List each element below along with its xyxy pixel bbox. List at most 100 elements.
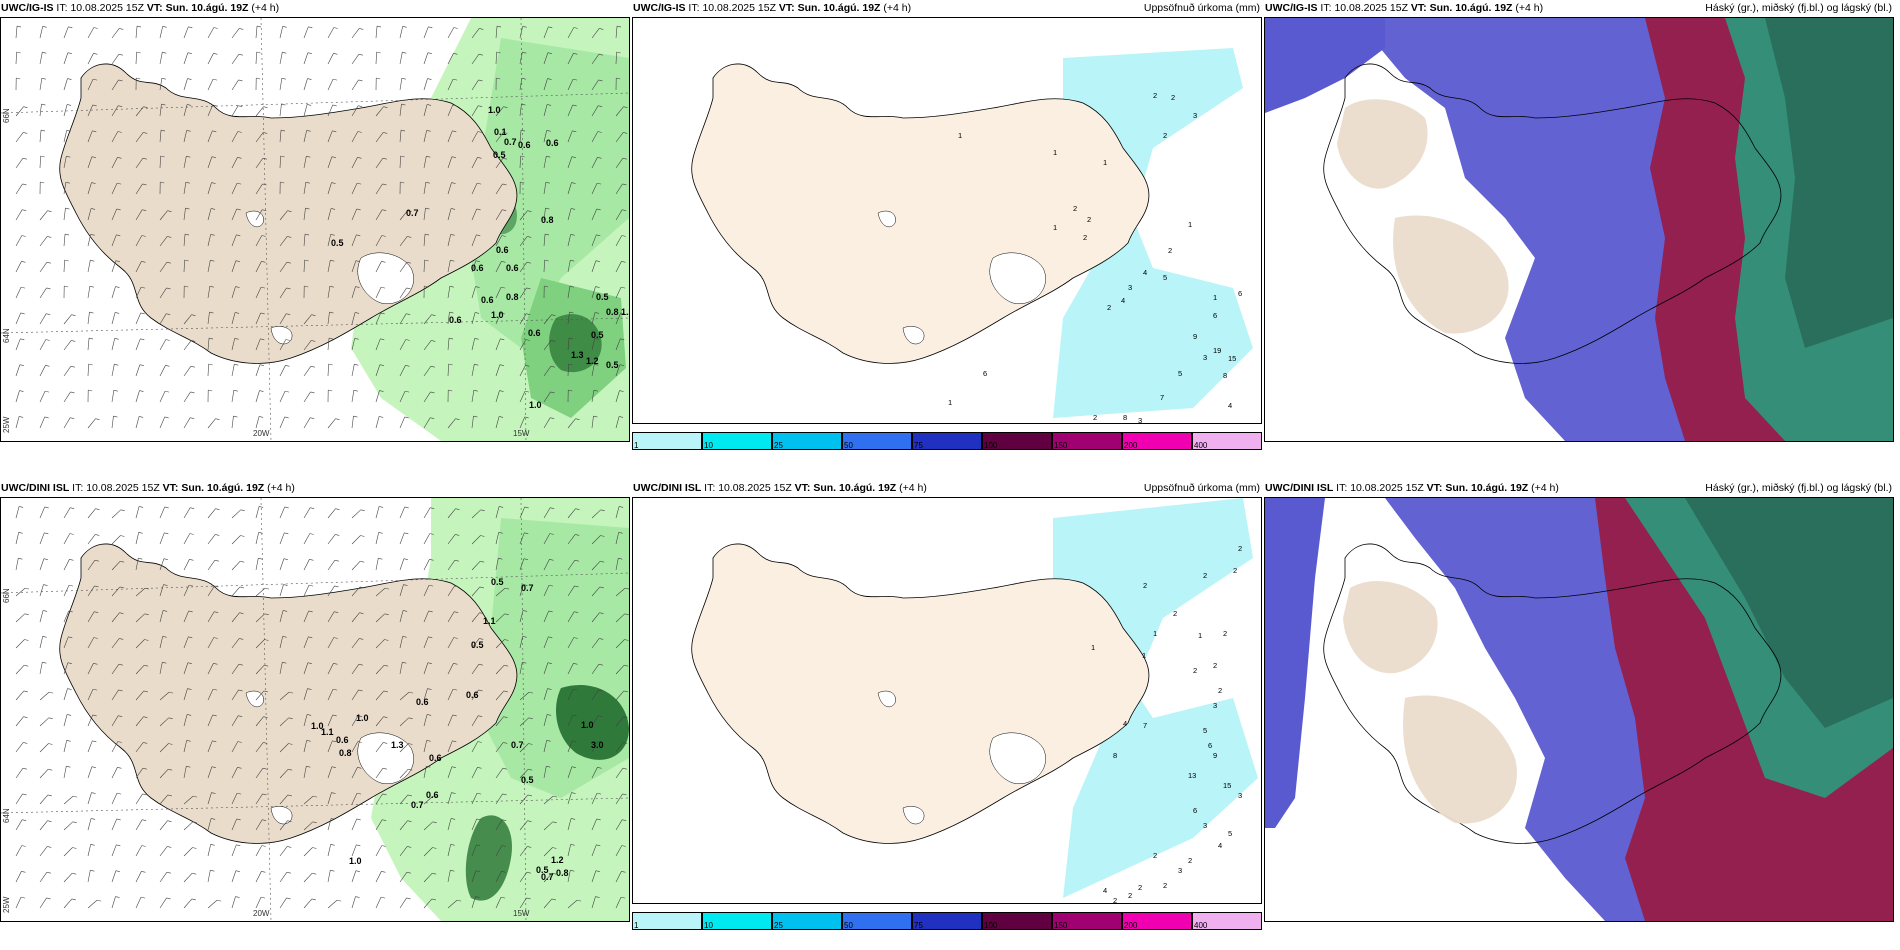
wind-barb-flag [256, 51, 261, 54]
wind-barb [303, 873, 313, 883]
wind-barb [231, 157, 238, 169]
wind-barb [135, 106, 144, 117]
wind-barb [375, 793, 383, 805]
wind-barb-flag [527, 820, 532, 822]
wind-barb-flag [71, 340, 76, 342]
wind-barb-flag [453, 53, 458, 55]
wind-barb [615, 665, 625, 675]
wind-barb-flag [475, 286, 480, 288]
wind-barb [63, 533, 71, 545]
wind-barb [447, 286, 451, 299]
wind-barb [279, 584, 284, 597]
precip-value-label: 5 [1178, 369, 1182, 378]
wind-barb [135, 286, 142, 299]
wind-barb [231, 792, 238, 805]
wind-barb-flag [454, 611, 459, 614]
wind-barb-flag [406, 313, 411, 316]
wind-barb-flag [141, 261, 146, 263]
wind-barb [495, 793, 503, 805]
wind-barb [351, 741, 359, 753]
wind-barb-flag [552, 795, 558, 798]
wind-barb [567, 78, 574, 91]
wind-barb [447, 899, 458, 909]
wind-barb-flag [380, 286, 386, 289]
wind-barb-flag [69, 559, 74, 561]
wind-barb-flag [356, 844, 361, 847]
wind-barb [447, 156, 453, 169]
model-name: UWC/IG-IS [633, 2, 686, 14]
wind-barb-flag [47, 210, 52, 212]
wind-barb-flag [570, 869, 575, 872]
wind-barb-flag [596, 234, 601, 237]
wind-barb [159, 261, 168, 273]
wind-barb-flag [136, 51, 141, 54]
iceland-outline [1323, 543, 1782, 844]
wind-barb [327, 418, 336, 429]
wind-barb-flag [383, 106, 388, 108]
wind-barb-flag [427, 104, 432, 106]
wind-barb-flag [430, 507, 435, 510]
vt-value: Sun. 10.ágú. 19Z [797, 2, 881, 14]
glacier [902, 326, 925, 345]
wind-barb-flag [285, 339, 290, 341]
wind-barb [399, 26, 403, 39]
wind-barb-flag [186, 130, 191, 132]
wind-barb-flag [92, 78, 98, 81]
wind-barb [591, 28, 600, 39]
wind-barb [327, 286, 331, 299]
wind-barb-flag [500, 312, 505, 315]
wind-barb-flag [21, 871, 26, 873]
wind-barb [519, 313, 527, 325]
wind-barb [183, 52, 189, 65]
wind-barb [399, 769, 409, 779]
wind-barb-flag [408, 691, 414, 694]
wind-barb-flag [381, 871, 386, 873]
wind-barb [279, 794, 289, 805]
wind-barb-flag [498, 532, 503, 534]
wind-barb-flag [598, 105, 603, 108]
wind-barb [39, 236, 48, 247]
wind-barb-flag [261, 261, 266, 263]
wind-barb [543, 234, 546, 247]
wind-barb-flag [424, 285, 429, 288]
wind-barb-flag [572, 714, 577, 717]
wind-barb [231, 131, 239, 143]
wind-barb-flag [358, 105, 363, 108]
precip-value-label: 1.0 [488, 105, 501, 115]
wind-barb-flag [427, 52, 432, 54]
wind-barb-flag [162, 661, 167, 664]
wind-barb-flag [524, 416, 529, 419]
wind-barb-flag [215, 534, 220, 536]
wind-barb [303, 688, 308, 701]
wind-barb-flag [23, 132, 28, 134]
wind-barb-flag [479, 612, 484, 614]
wind-barb-flag [284, 532, 289, 535]
wind-barb [207, 53, 214, 65]
lead-time: (+4 h) [267, 482, 295, 494]
it-label: IT: [704, 482, 716, 494]
wind-barb-flag [503, 132, 508, 134]
wind-barb-flag [528, 768, 533, 771]
wind-barb-flag [379, 416, 384, 418]
wind-barb-flag [429, 559, 434, 561]
wind-barb-flag [360, 509, 365, 512]
wind-barb [591, 586, 601, 597]
wind-barb-flag [287, 846, 292, 848]
wind-barb-flag [522, 636, 527, 638]
wind-barb [183, 507, 191, 519]
wind-barb-flag [212, 130, 217, 133]
colorbar-cell: 1 [632, 432, 702, 450]
wind-barb [231, 416, 234, 429]
wind-barb [423, 234, 426, 247]
wind-barb-flag [404, 390, 410, 393]
wind-barb-flag [476, 234, 481, 237]
wind-barb-flag [596, 208, 601, 211]
wind-barb-flag [310, 391, 315, 394]
vt-label: VT: [1410, 2, 1427, 14]
wind-barb-flag [237, 131, 242, 133]
wind-barb [471, 182, 478, 195]
wind-barb-flag [357, 741, 362, 743]
wind-barb [39, 610, 44, 623]
wind-barb [39, 532, 45, 545]
